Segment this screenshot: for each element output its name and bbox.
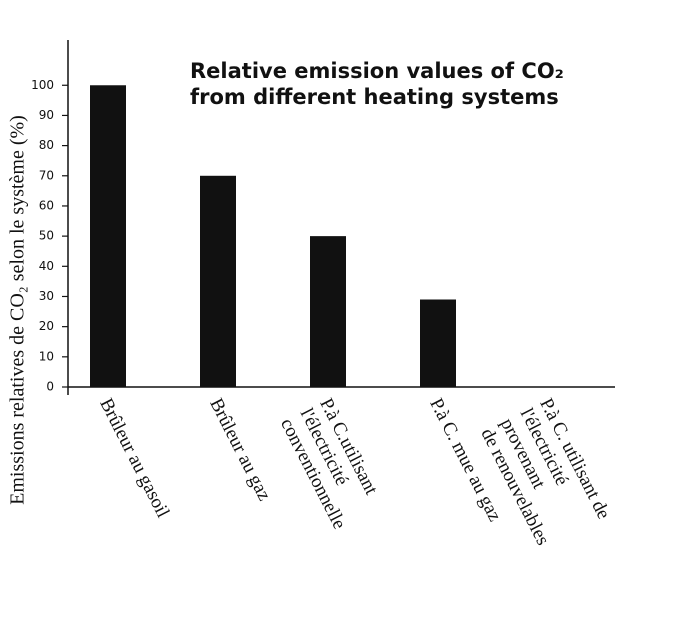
y-tick-label: 100 [31, 78, 54, 92]
y-tick-label: 70 [39, 168, 54, 182]
y-axis-label: Emissions relatives de CO₂ selon le syst… [6, 115, 29, 505]
y-tick-label: 90 [39, 108, 54, 122]
y-tick-label: 30 [39, 289, 54, 303]
y-tick-label: 0 [46, 380, 54, 394]
y-tick-label: 50 [39, 229, 54, 243]
bar [90, 85, 126, 388]
y-tick-label: 40 [39, 259, 54, 273]
y-tick-label: 60 [39, 198, 54, 212]
y-tick-label: 80 [39, 138, 54, 152]
chart-title: Relative emission values of CO₂ from dif… [190, 59, 564, 109]
y-tick-label: 20 [39, 319, 54, 333]
y-tick-label: 10 [39, 349, 54, 363]
bar [310, 236, 346, 387]
bar [420, 299, 456, 387]
bar [200, 175, 236, 387]
